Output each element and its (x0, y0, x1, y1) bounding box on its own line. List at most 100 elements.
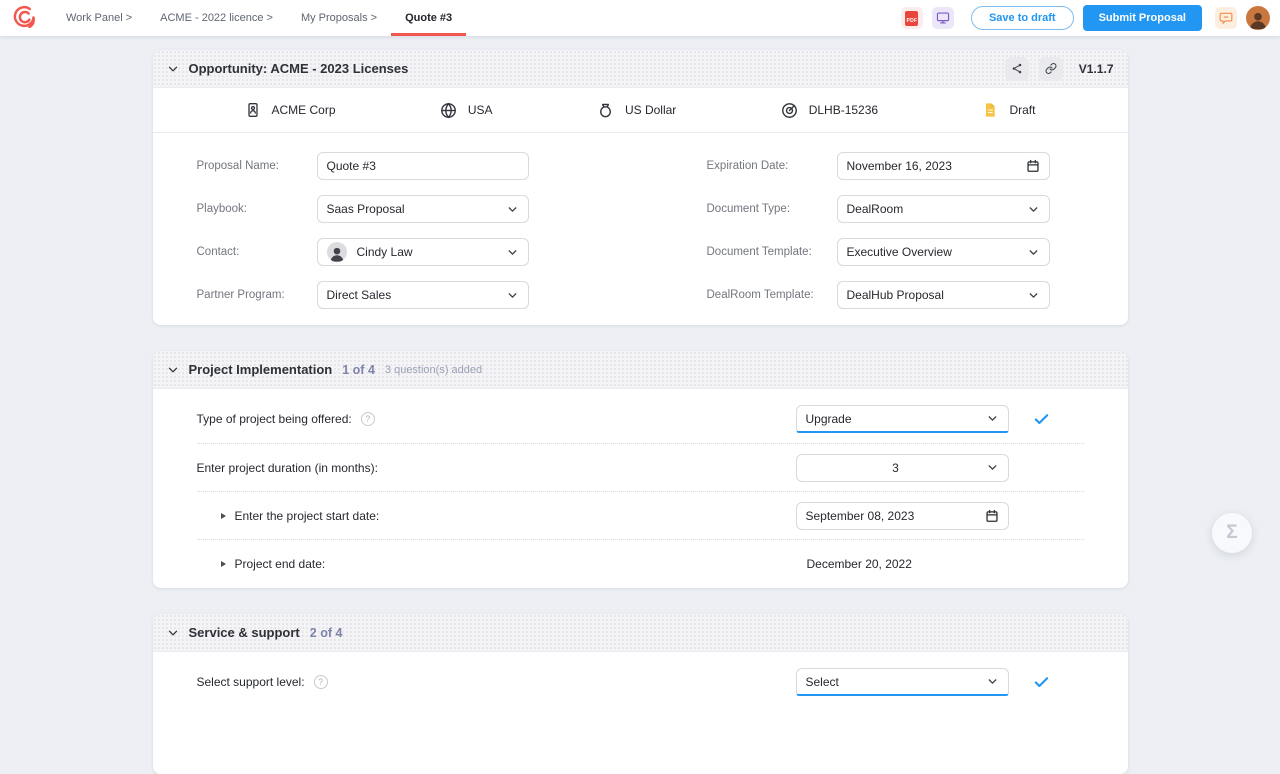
support-level-select[interactable]: Select (795, 668, 1009, 696)
dealroom-template-select[interactable]: DealHub Proposal (836, 281, 1050, 309)
help-icon[interactable]: ? (360, 412, 375, 426)
document-template-select[interactable]: Executive Overview (836, 238, 1050, 266)
version-label: V1.1.7 (1078, 61, 1114, 76)
section-progress: 1 of 4 (342, 362, 375, 377)
questions-list: Type of project being offered: ? Upgrade (153, 389, 1128, 588)
user-avatar[interactable] (1246, 6, 1270, 30)
project-implementation-card: Project Implementation 1 of 4 3 question… (152, 351, 1128, 588)
summary-sigma-button[interactable]: Σ (1212, 513, 1252, 553)
chevron-down-icon (167, 63, 179, 75)
service-support-header[interactable]: Service & support 2 of 4 (152, 614, 1128, 652)
comments-button[interactable] (1215, 7, 1237, 29)
pdf-file-icon: PDF (905, 10, 919, 26)
chevron-down-icon (986, 461, 999, 474)
project-implementation-header[interactable]: Project Implementation 1 of 4 3 question… (152, 351, 1128, 389)
field-label: Contact: (196, 246, 240, 258)
question-project-type: Type of project being offered: ? Upgrade (197, 395, 1084, 443)
form-field-document-type: Document Type: DealRoom (707, 195, 1128, 223)
form-field-playbook: Playbook: Saas Proposal (197, 195, 707, 223)
dealhub-logo-icon[interactable] (12, 5, 38, 31)
export-pdf-button[interactable]: PDF (900, 7, 923, 29)
calendar-icon (985, 509, 999, 523)
breadcrumb: Work Panel > ACME - 2022 licence > My Pr… (52, 0, 467, 36)
link-icon (1045, 63, 1057, 74)
chevron-down-icon (986, 412, 999, 425)
breadcrumb-opportunity[interactable]: ACME - 2022 licence > (160, 12, 273, 24)
proposal-name-input[interactable]: Quote #3 (316, 152, 529, 180)
topbar-actions: PDF Save to draft Submit Proposal (900, 5, 1270, 31)
project-end-date-value: December 20, 2022 (806, 556, 912, 571)
form-field-contact: Contact: Cindy Law (197, 238, 707, 266)
proposal-content: Opportunity: ACME - 2023 Licenses V1.1.7 (152, 50, 1128, 774)
submit-proposal-button[interactable]: Submit Proposal (1082, 5, 1202, 31)
sigma-icon: Σ (1226, 522, 1238, 543)
status-badge: Draft (1009, 103, 1036, 117)
opportunity-header[interactable]: Opportunity: ACME - 2023 Licenses V1.1.7 (152, 50, 1128, 88)
deal-id-label: DLHB-15236 (808, 103, 879, 117)
breadcrumb-current-quote[interactable]: Quote #3 (391, 0, 467, 36)
save-to-draft-button[interactable]: Save to draft (970, 6, 1074, 30)
help-icon[interactable]: ? (313, 675, 328, 689)
breadcrumb-my-proposals[interactable]: My Proposals > (300, 12, 378, 24)
form-field-expiration-date: Expiration Date: November 16, 2023 (707, 152, 1128, 180)
chevron-down-icon (506, 246, 519, 259)
project-duration-select[interactable]: 3 (795, 453, 1009, 482)
form-field-proposal-name: Proposal Name: Quote #3 (197, 152, 707, 180)
section-note: 3 question(s) added (384, 363, 483, 376)
playbook-select[interactable]: Saas Proposal (316, 195, 529, 223)
copy-link-button[interactable] (1038, 56, 1063, 81)
sub-question-arrow-icon (220, 560, 226, 567)
draft-file-icon (982, 102, 998, 118)
opportunity-form: Proposal Name: Quote #3 Playbook: Saas P… (153, 133, 1128, 325)
monitor-icon (936, 11, 950, 25)
document-type-select[interactable]: DealRoom (836, 195, 1050, 223)
chevron-down-icon (506, 203, 519, 216)
share-icon (1012, 63, 1022, 74)
question-support-level: Select support level: ? Select (197, 658, 1084, 706)
answered-check-icon (1033, 411, 1050, 428)
info-country: USA (440, 102, 493, 119)
project-start-date-input[interactable]: September 08, 2023 (795, 501, 1009, 530)
field-label: Expiration Date: (706, 160, 789, 172)
opportunity-info-row: ACME Corp USA (152, 88, 1128, 133)
expiration-date-input[interactable]: November 16, 2023 (836, 152, 1050, 180)
calendar-icon (1026, 159, 1040, 173)
service-support-card: Service & support 2 of 4 Select support … (152, 614, 1128, 774)
project-type-select[interactable]: Upgrade (795, 405, 1009, 433)
chevron-down-icon (167, 364, 179, 376)
form-field-partner-program: Partner Program: Direct Sales (197, 281, 707, 309)
info-company: ACME Corp (245, 102, 336, 118)
info-status: Draft (982, 102, 1035, 118)
chevron-down-icon (1027, 289, 1040, 302)
chevron-down-icon (1027, 203, 1040, 216)
share-button[interactable] (1004, 56, 1029, 81)
form-field-dealroom-template: DealRoom Template: DealHub Proposal (707, 281, 1128, 309)
info-currency: US Dollar (597, 102, 676, 119)
question-project-start-date: Enter the project start date: September … (196, 491, 1084, 539)
chevron-down-icon (167, 627, 179, 639)
contact-select[interactable]: Cindy Law (316, 238, 529, 266)
form-field-document-template: Document Template: Executive Overview (707, 238, 1128, 266)
target-icon (781, 102, 798, 119)
globe-icon (440, 102, 457, 119)
section-title: Project Implementation (188, 362, 333, 377)
info-deal-id: DLHB-15236 (781, 102, 878, 119)
question-label: Select support level: (196, 675, 305, 689)
field-label: DealRoom Template: (706, 289, 814, 301)
company-label: ACME Corp (271, 103, 336, 117)
partner-program-select[interactable]: Direct Sales (316, 281, 529, 309)
section-title: Service & support (188, 625, 300, 640)
field-label: Document Type: (706, 203, 791, 215)
currency-bag-icon (597, 102, 614, 119)
question-project-duration: Enter project duration (in months): 3 (196, 443, 1084, 491)
currency-label: US Dollar (624, 103, 677, 117)
chat-bubble-icon (1219, 11, 1233, 25)
breadcrumb-work-panel[interactable]: Work Panel > (66, 12, 133, 24)
question-label: Type of project being offered: (196, 412, 352, 426)
questions-list: Select support level: ? Select (153, 652, 1128, 707)
question-project-end-date: Project end date: December 20, 2022 (196, 539, 1084, 587)
chevron-down-icon (986, 675, 999, 688)
chevron-down-icon (506, 289, 519, 302)
preview-document-button[interactable] (931, 7, 954, 29)
person-icon (1250, 12, 1266, 30)
